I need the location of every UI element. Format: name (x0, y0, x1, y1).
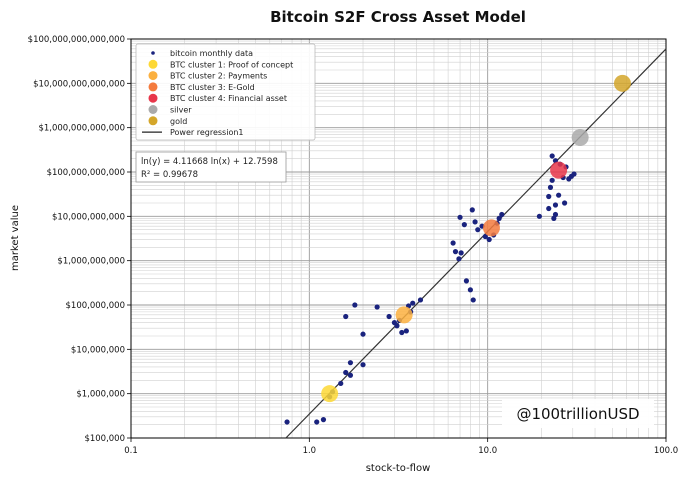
bitcoin-monthly-point (486, 236, 492, 243)
bitcoin-monthly-point (452, 249, 459, 255)
bitcoin-monthly-point (561, 200, 568, 206)
bitcoin-monthly-point (320, 417, 327, 423)
bitcoin-monthly-point (470, 297, 476, 303)
bitcoin-monthly-point (314, 419, 320, 425)
cluster-marker (613, 74, 631, 92)
bitcoin-monthly-point (417, 297, 424, 303)
cluster-marker (321, 385, 339, 403)
cluster-markers (321, 74, 631, 403)
bitcoin-monthly-point (347, 360, 354, 366)
bitcoin-monthly-point (472, 219, 478, 225)
legend-label: BTC cluster 4: Financial asset (170, 94, 287, 103)
y-tick-label: $100,000 (84, 434, 125, 444)
cluster-marker (482, 219, 500, 237)
bitcoin-monthly-point (467, 287, 473, 293)
legend-circle-swatch (148, 71, 158, 81)
legend-circle-swatch (148, 93, 158, 103)
bitcoin-monthly-point (475, 227, 481, 233)
bitcoin-monthly-point (352, 302, 358, 308)
y-tick-label: $10,000,000 (71, 345, 125, 355)
y-tick-label: $1,000,000 (76, 390, 125, 400)
legend-circle-swatch (148, 116, 158, 126)
legend-label: silver (170, 106, 192, 115)
bitcoin-monthly-point (547, 184, 554, 190)
equation-line-1: ln(y) = 4.11668 ln(x) + 12.7598 (141, 157, 278, 167)
bitcoin-monthly-point (347, 372, 354, 378)
bitcoin-monthly-point (546, 193, 552, 200)
legend-dot-swatch (151, 51, 155, 55)
bitcoin-monthly-point (496, 215, 502, 221)
legend-label: gold (170, 117, 187, 126)
bitcoin-monthly-point (536, 213, 542, 219)
y-tick-label: $1,000,000,000,000 (38, 124, 125, 134)
equation-box: ln(y) = 4.11668 ln(x) + 12.7598 R² = 0.9… (135, 151, 287, 183)
bitcoin-monthly-point (556, 192, 562, 198)
legend-label: BTC cluster 1: Proof of concept (170, 60, 293, 69)
bitcoin-monthly-point (461, 222, 467, 228)
bitcoin-monthly-point (552, 202, 559, 208)
bitcoin-monthly-point (343, 313, 349, 320)
cluster-marker (550, 161, 568, 179)
legend-label: bitcoin monthly data (170, 49, 253, 58)
legend-label: BTC cluster 2: Payments (170, 72, 267, 81)
x-tick-label: 100.0 (654, 446, 678, 456)
bitcoin-monthly-point (360, 331, 366, 337)
bitcoin-monthly-point (338, 380, 344, 387)
legend-label: Power regression1 (170, 128, 244, 137)
bitcoin-monthly-point (403, 328, 409, 334)
equation-frame (135, 151, 287, 183)
y-tick-label: $1,000,000,000 (57, 257, 125, 267)
cluster-marker (395, 306, 413, 324)
bitcoin-monthly-point (374, 304, 380, 310)
bitcoin-monthly-point (343, 369, 349, 376)
legend-circle-swatch (148, 105, 158, 114)
bitcoin-monthly-point (469, 207, 475, 213)
bitcoin-monthly-point (549, 153, 555, 159)
y-tick-label: $10,000,000,000,000 (33, 79, 125, 89)
legend: bitcoin monthly data BTC cluster 1: Proof… (135, 43, 316, 141)
plot-area-frame (130, 38, 667, 439)
x-tick-label: 10.0 (478, 446, 497, 456)
watermark-text: @100trillionUSD (516, 405, 639, 423)
bitcoin-monthly-point (410, 300, 416, 306)
bitcoin-monthly-point (482, 233, 488, 240)
bitcoin-monthly-point (399, 329, 405, 336)
y-axis-label: market value (10, 205, 21, 271)
bitcoin-monthly-point (571, 171, 577, 177)
watermark-box (502, 399, 654, 428)
y-tick-label: $100,000,000 (66, 301, 125, 311)
bitcoin-monthly-point (457, 214, 463, 220)
bitcoin-monthly-point (386, 313, 392, 320)
legend-circle-swatch (148, 59, 158, 69)
legend-circle-swatch (148, 82, 158, 92)
legend-label: BTC cluster 3: E-Gold (170, 83, 255, 92)
bitcoin-monthly-point (546, 205, 552, 212)
legend-frame (135, 43, 316, 141)
bitcoin-monthly-point (450, 240, 456, 246)
x-tick-label: 0.1 (124, 446, 138, 456)
power-regression-line (285, 48, 667, 439)
chart-title: Bitcoin S2F Cross Asset Model (270, 8, 526, 26)
bitcoin-monthly-point (394, 323, 400, 329)
y-tick-label: $100,000,000,000 (47, 168, 125, 178)
axis-ticks: 0.1 1.0 10.0 100.0 $100,000 $1,000,000 $10,000… (28, 35, 679, 456)
cluster-marker (571, 129, 589, 147)
bitcoin-monthly-point (456, 256, 462, 262)
bitcoin-monthly-point (463, 278, 470, 284)
bitcoin-monthly-point (458, 250, 464, 256)
y-tick-label: $10,000,000,000 (52, 212, 125, 222)
bitcoin-monthly-point (360, 362, 366, 368)
bitcoin-monthly-point (499, 211, 505, 218)
y-tick-label: $100,000,000,000,000 (28, 35, 125, 45)
x-tick-label: 1.0 (303, 446, 317, 456)
x-axis-label: stock-to-flow (366, 463, 431, 474)
bitcoin-monthly-points (284, 153, 577, 425)
bitcoin-monthly-point (549, 177, 555, 183)
watermark: @100trillionUSD (502, 399, 654, 428)
bitcoin-monthly-point (284, 419, 290, 425)
bitcoin-monthly-point (552, 211, 559, 218)
equation-line-2: R² = 0.99678 (141, 170, 198, 180)
